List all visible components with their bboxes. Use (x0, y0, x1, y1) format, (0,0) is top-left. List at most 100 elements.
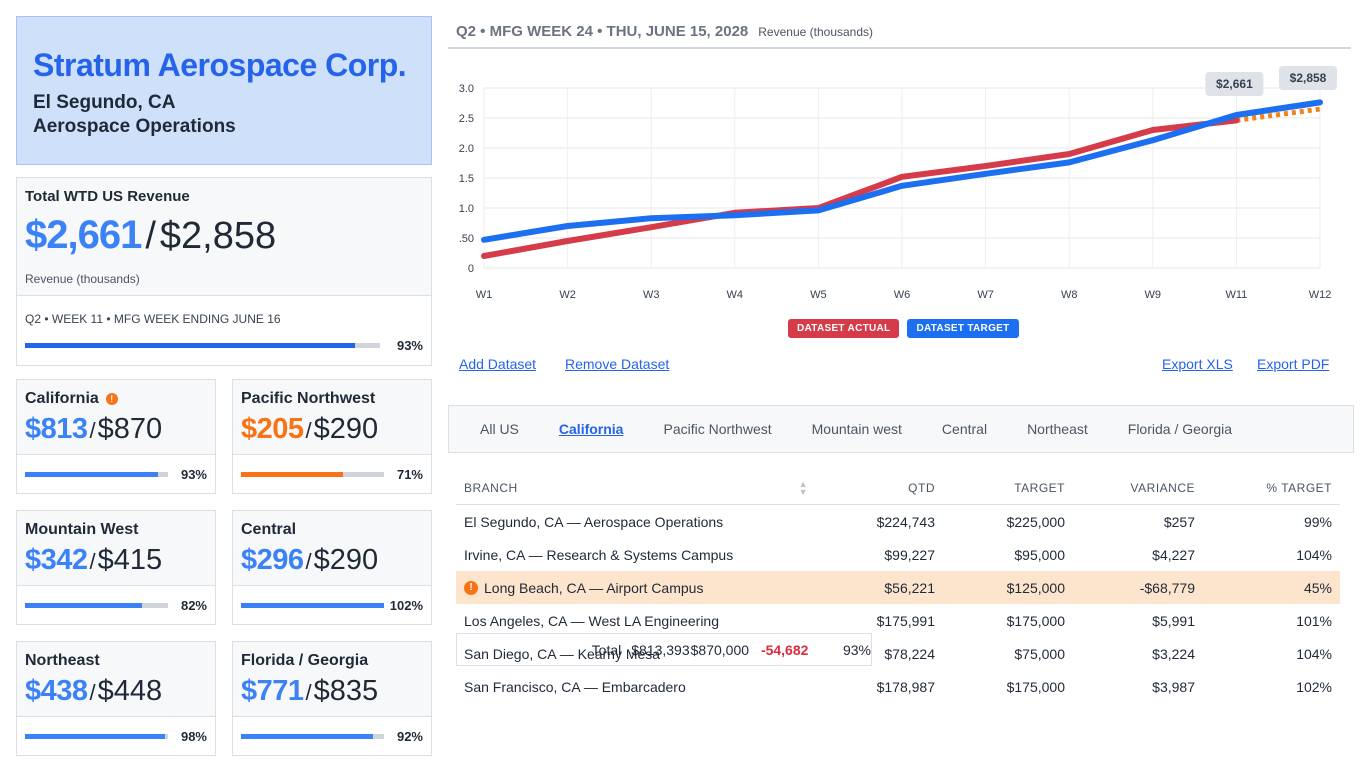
region-target: $290 (313, 544, 379, 576)
remove-dataset-link[interactable]: Remove Dataset (565, 356, 670, 372)
cell-pct: 104% (1296, 645, 1332, 662)
tab-central[interactable]: Central (941, 421, 988, 437)
header-branch-label: BRANCH (464, 481, 518, 495)
region-name: California (25, 390, 99, 407)
export-xls-link[interactable]: Export XLS (1162, 356, 1233, 372)
region-progress-bar (241, 733, 384, 739)
cell-branch: San Francisco, CA — Embarcadero (464, 678, 686, 695)
total-progress-percent: 93% (396, 338, 423, 353)
legend-target[interactable]: DATASET TARGET (907, 319, 1019, 338)
tab-california[interactable]: California (558, 421, 624, 437)
table-row[interactable]: Los Angeles, CA — West LA Engineering $1… (456, 604, 1340, 637)
header-variance[interactable]: VARIANCE (1130, 481, 1195, 495)
region-card-mountain-west[interactable]: Mountain West $342/$415 82% (16, 510, 216, 625)
alert-icon: ! (464, 580, 478, 595)
region-progress-percent: 98% (180, 728, 207, 744)
region-actual: $813 (25, 413, 88, 445)
total-target-value: $2,858 (159, 215, 277, 257)
total-revenue-values: $2,661/$2,858 (25, 213, 423, 266)
cell-pct: 99% (1303, 513, 1332, 530)
company-name: Stratum Aerospace Corp. (33, 47, 407, 83)
region-progress-bar (241, 602, 384, 608)
region-progress-fill (25, 733, 166, 739)
region-separator: / (89, 549, 96, 574)
region-card-pacific-northwest[interactable]: Pacific Northwest $205/$290 71% (232, 379, 432, 494)
region-actual: $342 (25, 544, 88, 576)
tab-pacific-northwest[interactable]: Pacific Northwest (663, 421, 772, 437)
header-pct-target[interactable]: % TARGET (1266, 481, 1332, 495)
chart-header: Q2 • MFG WEEK 24 • THU, JUNE 15, 2028 Re… (448, 16, 1351, 49)
cell-branch: San Diego, CA — Kearny Mesa (464, 645, 661, 662)
sort-icon[interactable]: ▲ ▼ (798, 479, 808, 497)
header-branch[interactable]: BRANCH ▲ ▼ (456, 479, 816, 497)
cell-pct: 45% (1303, 579, 1332, 596)
table-row[interactable]: San Diego, CA — Kearny Mesa $78,224 $75,… (456, 637, 1340, 670)
tab-mountain-west[interactable]: Mountain west (811, 421, 902, 437)
export-pdf-link[interactable]: Export PDF (1257, 356, 1330, 372)
region-progress-fill (25, 602, 143, 608)
left-panel: Stratum Aerospace Corp. El Segundo, CA A… (16, 16, 432, 756)
total-progress-section: Q2 • WEEK 11 • MFG WEEK ENDING JUNE 16 9… (17, 296, 431, 353)
region-card-california[interactable]: California! $813/$870 93% (16, 379, 216, 494)
legend-actual[interactable]: DATASET ACTUAL (788, 319, 900, 338)
region-target: $290 (313, 413, 379, 445)
tab-florida-georgia[interactable]: Florida / Georgia (1127, 421, 1233, 437)
total-qtd: $813,393 (631, 641, 690, 658)
tab-all-us[interactable]: All US (480, 421, 519, 437)
tab-northeast[interactable]: Northeast (1027, 421, 1088, 437)
table-row-alert[interactable]: ! Long Beach, CA — Airport Campus $56,221… (456, 571, 1340, 604)
region-actual: $296 (241, 544, 304, 576)
region-progress-bar (25, 602, 168, 608)
region-progress-percent: 93% (180, 466, 207, 482)
region-separator: / (89, 680, 96, 705)
cell-target: $75,000 (1014, 645, 1065, 662)
region-progress-fill (241, 602, 384, 608)
cell-branch: Irvine, CA — Research & Systems Campus (464, 546, 734, 563)
region-progress-bar (25, 733, 168, 739)
region-progress-percent: 102% (389, 597, 423, 613)
table-header: BRANCH ▲ ▼ QTD TARGET VARIANCE % TARGET (456, 472, 1340, 505)
total-separator: / (145, 215, 156, 257)
region-card-northeast[interactable]: Northeast $438/$448 98% (16, 641, 216, 756)
region-progress-bar (25, 471, 168, 477)
cell-variance: $4,227 (1152, 546, 1195, 563)
branch-table: BRANCH ▲ ▼ QTD TARGET VARIANCE % TARGET El… (456, 472, 1340, 703)
callout-label: $2,661 (1216, 77, 1253, 91)
total-target: $870,000 (690, 641, 750, 658)
cell-pct: 104% (1296, 546, 1332, 563)
region-actual: $771 (241, 675, 304, 707)
callout-box (1279, 66, 1337, 90)
region-progress-percent: 82% (180, 597, 207, 613)
cell-branch: Los Angeles, CA — West LA Engineering (464, 612, 720, 629)
cell-target: $175,000 (1006, 612, 1065, 629)
x-tick-label: W11 (1225, 289, 1247, 301)
cell-pct: 101% (1296, 612, 1332, 629)
y-tick-label: 1.0 (459, 203, 474, 215)
total-actual-value: $2,661 (25, 213, 142, 257)
region-name: Mountain West (25, 521, 139, 538)
x-tick-label: W7 (977, 289, 994, 301)
cell-qtd: $178,987 (876, 678, 935, 695)
alert-icon: ! (105, 393, 118, 405)
region-separator: / (305, 549, 312, 574)
region-card-florida-georgia[interactable]: Florida / Georgia $771/$835 92% (232, 641, 432, 756)
add-dataset-link[interactable]: Add Dataset (459, 356, 537, 372)
x-tick-label: W12 (1309, 289, 1332, 301)
table-row[interactable]: San Francisco, CA — Embarcadero $178,987… (456, 670, 1340, 703)
cell-target: $95,000 (1014, 546, 1065, 563)
header-qtd[interactable]: QTD (908, 481, 935, 495)
region-progress-percent: 71% (396, 466, 423, 482)
company-header: Stratum Aerospace Corp. El Segundo, CA A… (16, 16, 432, 165)
cell-variance: -$68,779 (1139, 579, 1195, 596)
x-tick-label: W1 (476, 289, 493, 301)
cell-variance: $5,991 (1152, 612, 1195, 629)
region-target: $448 (97, 675, 163, 707)
region-card-central[interactable]: Central $296/$290 102% (232, 510, 432, 625)
total-revenue-card: Total WTD US Revenue $2,661/$2,858 Reven… (16, 177, 432, 366)
table-row[interactable]: Irvine, CA — Research & Systems Campus $… (456, 538, 1340, 571)
revenue-line-chart: 0 .50 1.0 1.5 2.0 2.5 3.0 W1 W2 W3 W4 W5 W6 W7 W8 W9 W11… (459, 66, 1337, 301)
header-target[interactable]: TARGET (1014, 481, 1065, 495)
y-tick-label: 3.0 (459, 83, 474, 95)
table-row[interactable]: El Segundo, CA — Aerospace Operations $2… (456, 505, 1340, 538)
y-tick-label: 2.5 (459, 113, 474, 125)
